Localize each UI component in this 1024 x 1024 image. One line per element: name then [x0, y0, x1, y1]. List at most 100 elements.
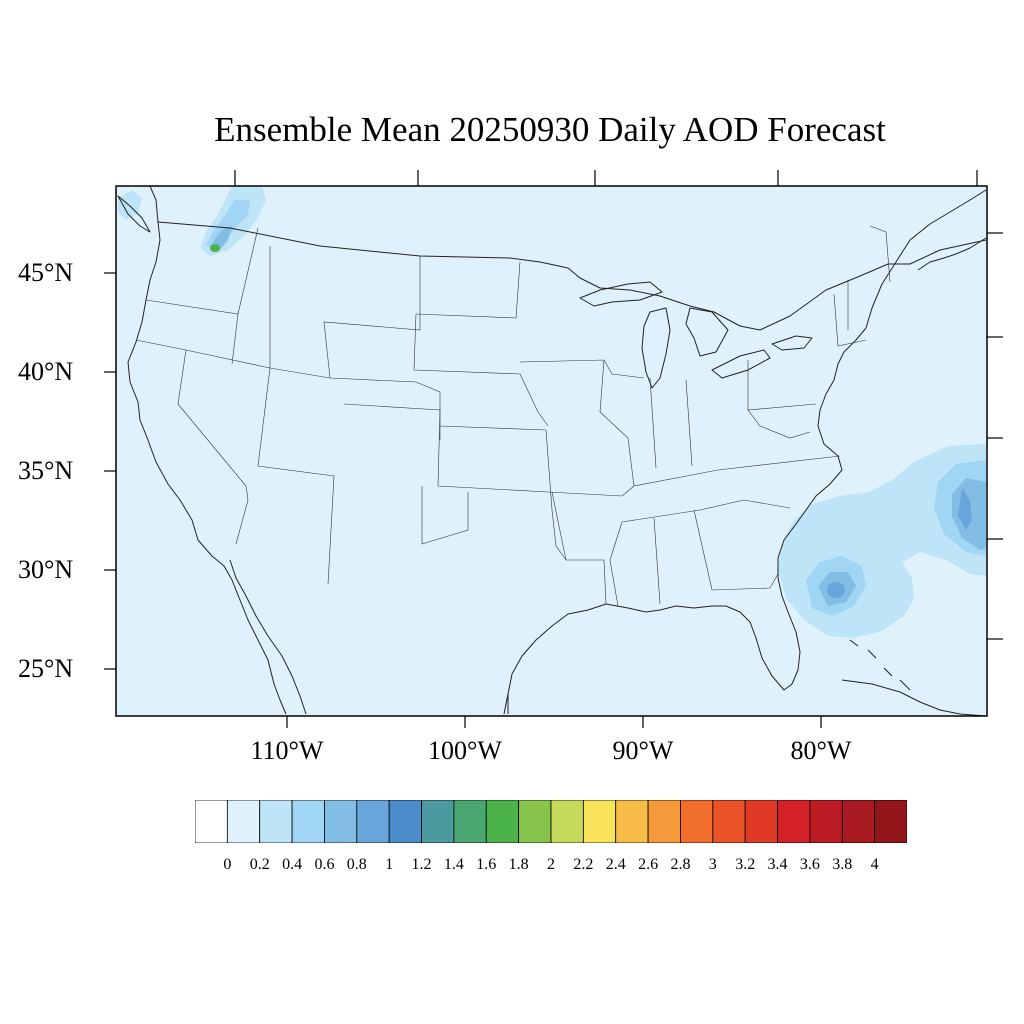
state-borders — [135, 225, 891, 607]
lat-label-35n: 35°N — [18, 456, 74, 485]
state-border — [685, 379, 693, 467]
colorbar-tick-label: 0 — [223, 856, 232, 873]
colorbar-swatch — [777, 800, 811, 843]
state-border — [693, 509, 779, 591]
lake-huron — [685, 307, 729, 357]
lat-label-45n: 45°N — [18, 258, 74, 287]
colorbar-swatch — [582, 800, 617, 843]
state-border — [257, 246, 335, 585]
lat-label-40n: 40°N — [18, 357, 74, 386]
state-border — [869, 225, 891, 283]
lon-label-110w: 110°W — [250, 736, 324, 765]
lat-label-30n: 30°N — [18, 555, 74, 584]
colorbar-tick-label: 2.2 — [573, 856, 594, 873]
colorbar-tick-label: 3.4 — [767, 856, 788, 873]
bahamas-coastline — [849, 639, 911, 691]
colorbar-tick-label: 0.6 — [314, 856, 335, 873]
colorbar-tick-label: 2 — [547, 856, 555, 873]
lon-label-90w: 90°W — [612, 736, 674, 765]
colorbar-swatch — [518, 800, 552, 843]
mexico-gulf-coastline — [503, 693, 509, 715]
colorbar — [195, 800, 907, 843]
colorbar-swatch — [324, 800, 358, 843]
state-border — [343, 403, 635, 497]
coastlines — [117, 185, 987, 717]
colorbar-tick-label: 1.4 — [443, 856, 464, 873]
colorbar-swatch — [615, 800, 649, 843]
colorbar-swatch — [550, 800, 584, 843]
lon-label-100w: 100°W — [428, 736, 502, 765]
colorbar-tick-label: 2.6 — [638, 856, 659, 873]
map-title: Ensemble Mean 20250930 Daily AOD Forecas… — [214, 110, 886, 149]
colorbar-tick-label: 1.2 — [411, 856, 432, 873]
colorbar-tick-label: 3.2 — [735, 856, 756, 873]
colorbar-swatch — [647, 800, 681, 843]
state-border — [649, 377, 657, 469]
state-border — [609, 521, 623, 607]
aod-plumes — [118, 186, 986, 638]
vancouver-island — [117, 195, 151, 233]
lon-label-80w: 80°W — [790, 736, 852, 765]
state-border — [633, 455, 841, 487]
state-border — [599, 359, 635, 487]
colorbar-swatch — [195, 800, 228, 843]
colorbar-swatch — [226, 800, 261, 843]
lake-michigan — [641, 307, 671, 389]
colorbar-tick-label: 0.2 — [249, 856, 270, 873]
lat-label-25n: 25°N — [18, 654, 74, 683]
tick-marks — [104, 170, 1003, 728]
colorbar-swatch — [421, 800, 455, 843]
colorbar-swatch — [712, 800, 746, 843]
colorbar-swatch — [744, 800, 778, 843]
state-border — [621, 499, 791, 523]
colorbar-tick-label: 3 — [708, 856, 717, 873]
state-border — [177, 349, 249, 545]
plot-area — [104, 170, 1003, 728]
state-border — [413, 313, 549, 427]
colorbar-tick-label: 3.6 — [799, 856, 820, 873]
colorbar-tick-label: 0.8 — [346, 856, 367, 873]
state-border — [747, 409, 811, 439]
state-border — [421, 486, 469, 545]
colorbar-swatch — [356, 800, 390, 843]
state-border — [551, 491, 607, 605]
colorbar-tick-label: 4 — [870, 856, 879, 873]
colorbar-swatch — [874, 800, 907, 843]
colorbar-tick-label: 1 — [385, 856, 394, 873]
state-border — [653, 517, 661, 605]
colorbar-swatch — [680, 800, 714, 843]
colorbar-swatch — [453, 800, 487, 843]
lake-erie — [711, 349, 771, 379]
colorbar-tick-label: 3.8 — [832, 856, 853, 873]
state-border — [415, 261, 521, 319]
lake-ontario — [771, 335, 813, 351]
colorbar-swatch — [841, 800, 876, 843]
colorbar-tick-label: 1.8 — [508, 856, 529, 873]
colorbar-tick-label: 2.8 — [670, 856, 691, 873]
aod-plume-atlantic-core-east — [958, 488, 972, 530]
canada-border — [157, 221, 987, 331]
colorbar-swatch — [485, 800, 520, 843]
west-coastline — [127, 185, 287, 715]
state-border — [519, 359, 645, 379]
colorbar-swatch — [809, 800, 843, 843]
aod-plume-atlantic-core-south — [827, 582, 845, 598]
state-border — [833, 293, 867, 347]
colorbar-tick-label: 2.4 — [605, 856, 626, 873]
colorbar-swatch — [291, 800, 325, 843]
east-coastline — [507, 189, 987, 714]
aod-plume-northwest-core — [210, 244, 220, 252]
colorbar-tick-label: 1.6 — [476, 856, 497, 873]
colorbar-swatch — [259, 800, 293, 843]
state-border — [323, 256, 421, 379]
map-frame — [115, 185, 988, 717]
gulf-california-coastline — [229, 559, 307, 715]
state-border — [231, 313, 239, 365]
state-border — [439, 425, 567, 561]
lake-superior — [579, 281, 663, 307]
colorbar-swatch — [388, 800, 422, 843]
cuba-coastline — [841, 679, 987, 717]
maritimes-coastline — [917, 237, 987, 271]
colorbar-tick-label: 0.4 — [282, 856, 303, 873]
